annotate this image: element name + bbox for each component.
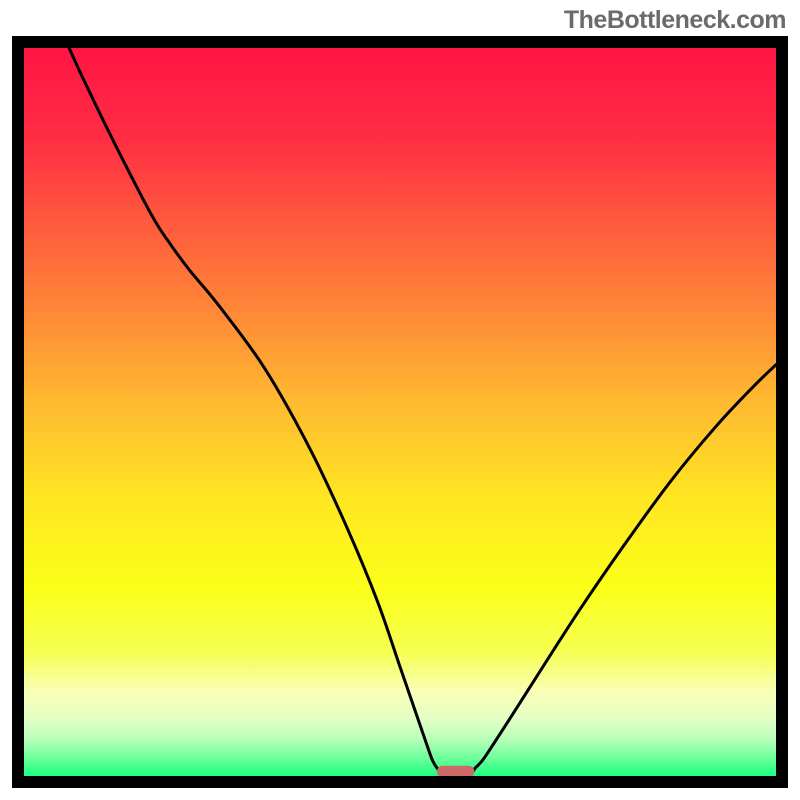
minimum-marker: [437, 766, 475, 778]
watermark-text: TheBottleneck.com: [564, 6, 786, 35]
chart-frame: [12, 36, 788, 788]
bottleneck-chart: [12, 36, 788, 788]
